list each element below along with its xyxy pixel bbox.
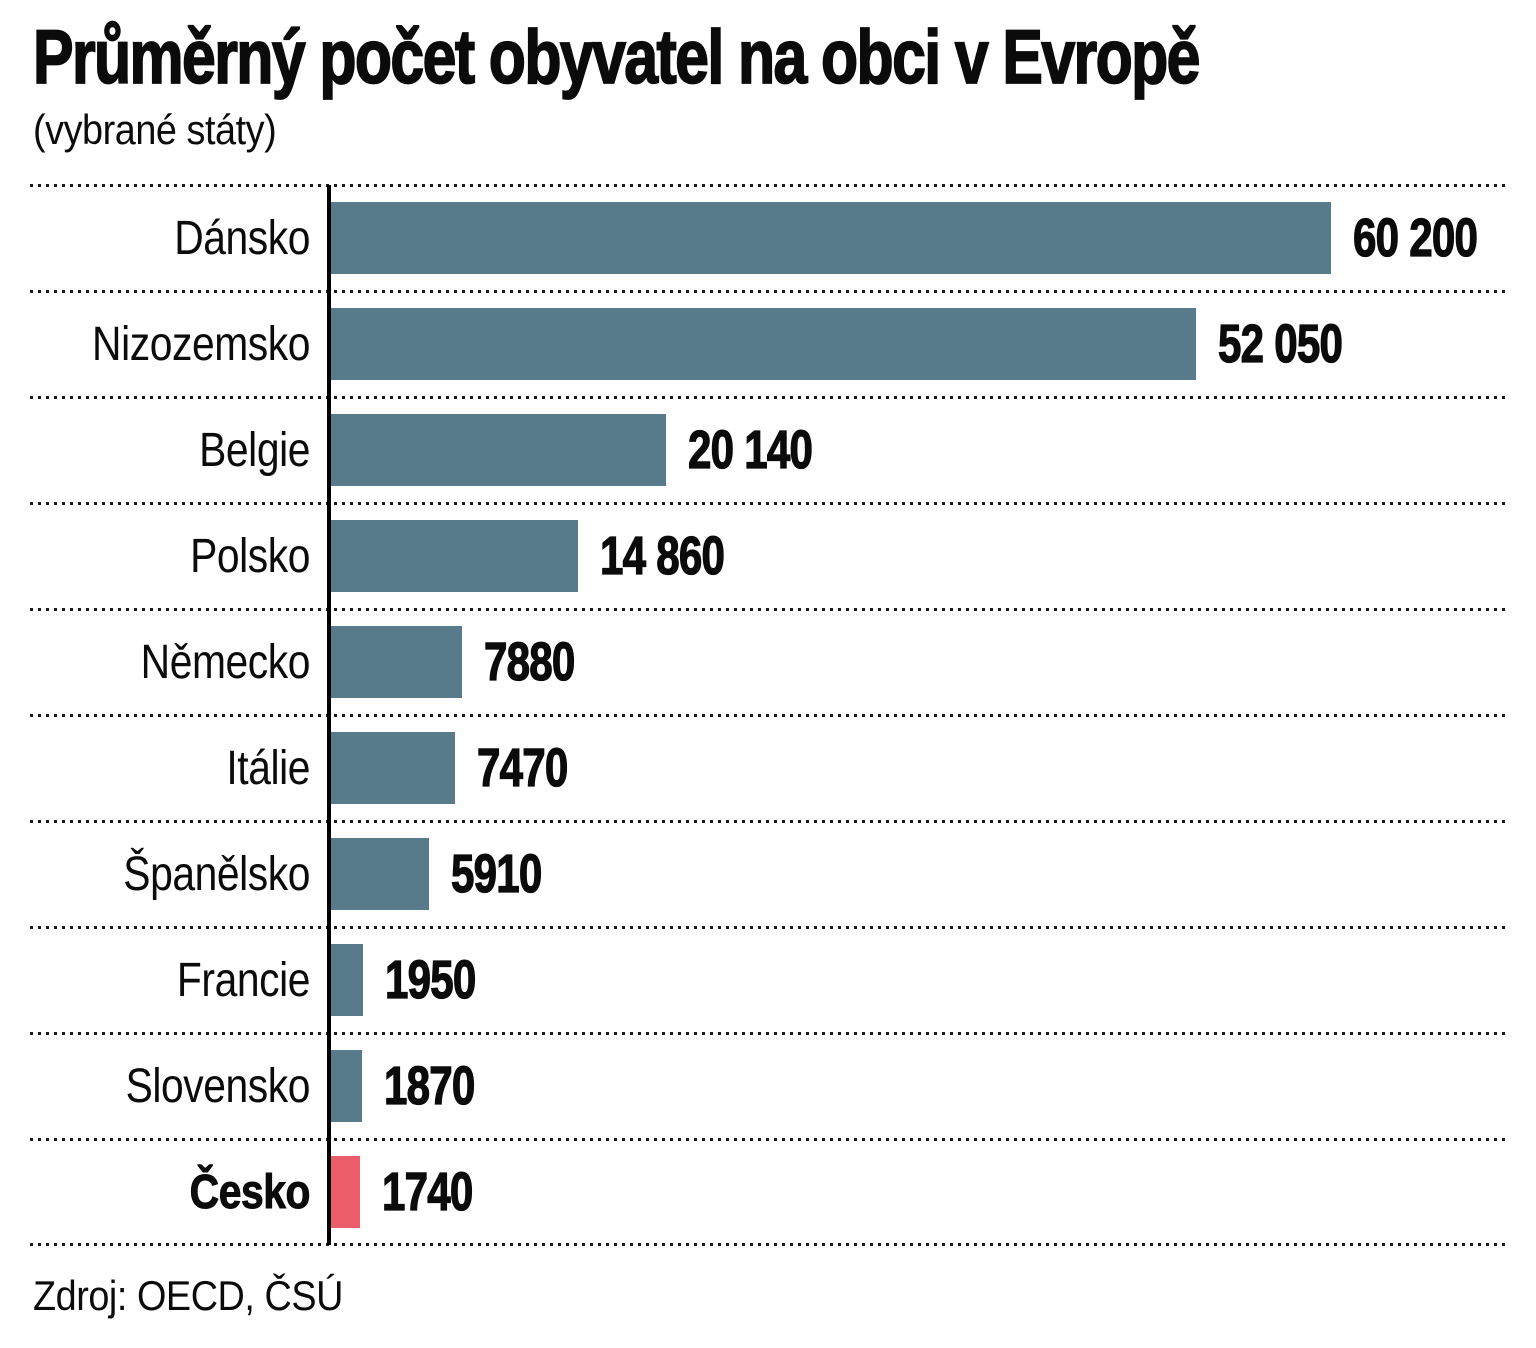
row-plot-area: 20 140 xyxy=(331,397,1506,503)
baseline-axis xyxy=(327,185,331,1245)
value-label: 1950 xyxy=(385,949,477,1010)
row-plot-area: 1870 xyxy=(331,1033,1506,1139)
source-note: Zdroj: OECD, ČSÚ xyxy=(33,1272,343,1319)
chart-subtitle: (vybrané státy) xyxy=(33,106,277,153)
country-label: Slovensko xyxy=(125,1059,311,1113)
value-bar xyxy=(331,1050,363,1122)
value-bar xyxy=(331,414,666,486)
value-bar xyxy=(331,944,364,1016)
value-bar xyxy=(331,838,430,910)
chart-row: Španělsko 5910 xyxy=(30,820,1506,927)
country-label: Francie xyxy=(176,953,311,1007)
row-plot-area: 60 200 xyxy=(331,185,1506,291)
country-label: Nizozemsko xyxy=(92,317,310,371)
value-bar xyxy=(331,626,462,698)
chart-row: Itálie 7470 xyxy=(30,714,1506,821)
row-plot-area: 14 860 xyxy=(331,503,1506,609)
value-label: 52 050 xyxy=(1217,313,1343,374)
country-label: Belgie xyxy=(199,423,310,477)
row-plot-area: 1950 xyxy=(331,927,1506,1033)
country-label: Španělsko xyxy=(123,847,310,901)
chart-row: Dánsko 60 200 xyxy=(30,184,1506,291)
row-plot-area: 52 050 xyxy=(331,291,1506,397)
bar-chart: Dánsko 60 200 Nizozemsko 52 050 Belgie 2… xyxy=(30,184,1506,1246)
chart-row: Česko 1740 xyxy=(30,1138,1506,1245)
value-label: 5910 xyxy=(451,843,543,904)
chart-row: Belgie 20 140 xyxy=(30,396,1506,503)
chart-title: Průměrný počet obyvatel na obci v Evropě xyxy=(32,15,1201,100)
country-label: Itálie xyxy=(226,741,310,795)
chart-row: Nizozemsko 52 050 xyxy=(30,290,1506,397)
chart-row: Polsko 14 860 xyxy=(30,502,1506,609)
chart-row: Francie 1950 xyxy=(30,926,1506,1033)
value-bar xyxy=(331,520,578,592)
value-label: 20 140 xyxy=(687,419,813,480)
value-label: 1870 xyxy=(384,1055,476,1116)
value-label: 60 200 xyxy=(1352,207,1478,268)
country-label: Česko xyxy=(189,1165,311,1219)
value-label: 7880 xyxy=(483,631,575,692)
value-bar xyxy=(331,1156,360,1228)
row-plot-area: 7470 xyxy=(331,715,1506,821)
value-bar xyxy=(331,732,456,804)
value-bar xyxy=(331,202,1331,274)
row-plot-area: 1740 xyxy=(331,1139,1506,1245)
value-label: 7470 xyxy=(477,737,569,798)
value-bar xyxy=(331,308,1196,380)
chart-row: Německo 7880 xyxy=(30,608,1506,715)
country-label: Polsko xyxy=(190,529,310,583)
row-plot-area: 5910 xyxy=(331,821,1506,927)
country-label: Dánsko xyxy=(174,211,310,265)
row-plot-area: 7880 xyxy=(331,609,1506,715)
chart-row: Slovensko 1870 xyxy=(30,1032,1506,1139)
value-label: 14 860 xyxy=(599,525,725,586)
value-label: 1740 xyxy=(381,1161,473,1222)
country-label: Německo xyxy=(140,635,311,689)
